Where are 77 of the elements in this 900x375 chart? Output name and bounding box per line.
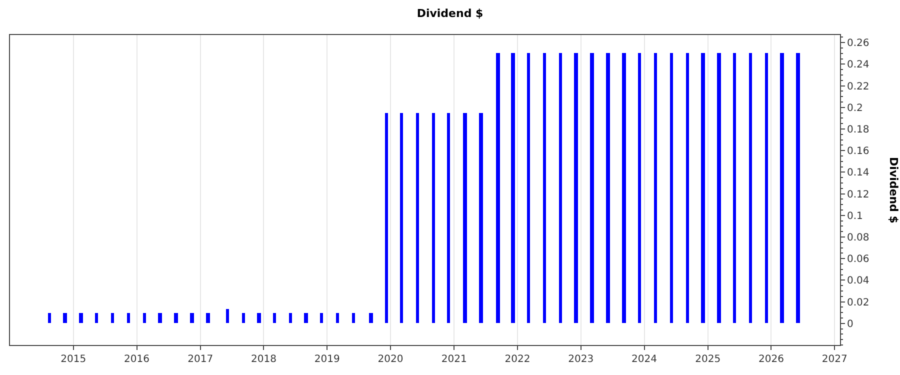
bar bbox=[590, 53, 594, 323]
bar bbox=[432, 113, 435, 323]
y-tick-label: 0.16 bbox=[847, 146, 870, 158]
bar bbox=[686, 53, 689, 323]
y-tick-label: 0.06 bbox=[847, 254, 870, 266]
bar bbox=[463, 113, 467, 323]
bar bbox=[733, 53, 736, 323]
bar bbox=[701, 53, 705, 323]
bar bbox=[143, 313, 146, 323]
bar bbox=[304, 313, 308, 323]
bar bbox=[543, 53, 546, 323]
bar bbox=[174, 313, 178, 323]
bar bbox=[320, 313, 323, 323]
x-tick-label: 2018 bbox=[251, 354, 276, 365]
bar bbox=[190, 313, 194, 323]
bar bbox=[527, 53, 530, 323]
x-tick-label: 2021 bbox=[441, 354, 467, 365]
bar bbox=[654, 53, 657, 323]
bar bbox=[48, 313, 51, 323]
y-tick-label: 0.26 bbox=[847, 38, 870, 50]
bar bbox=[336, 313, 339, 323]
bar bbox=[400, 113, 403, 323]
x-tick-label: 2025 bbox=[695, 354, 721, 365]
x-tick-label: 2019 bbox=[314, 354, 340, 365]
y-tick-label: 0.12 bbox=[847, 189, 870, 200]
y-tick-label: 0.14 bbox=[847, 168, 870, 179]
bar bbox=[416, 113, 419, 323]
bar bbox=[496, 53, 500, 323]
bar bbox=[289, 313, 292, 323]
bar bbox=[638, 53, 641, 323]
bar bbox=[206, 313, 210, 323]
y-axis-title: Dividend $ bbox=[886, 157, 900, 224]
chart-title: Dividend $ bbox=[416, 7, 484, 20]
x-tick-label: 2027 bbox=[822, 354, 848, 365]
bar bbox=[95, 313, 98, 323]
bar bbox=[670, 53, 673, 323]
bar bbox=[479, 113, 483, 323]
bar bbox=[606, 53, 610, 323]
y-tick-label: 0.08 bbox=[847, 232, 870, 244]
bar bbox=[765, 53, 768, 323]
bar bbox=[226, 309, 229, 323]
y-tick-label: 0.1 bbox=[847, 210, 863, 222]
y-tick-label: 0.22 bbox=[847, 81, 870, 92]
y-tick-label: 0 bbox=[847, 318, 854, 330]
bar bbox=[511, 53, 515, 323]
bar bbox=[447, 113, 450, 323]
y-tick-label: 0.18 bbox=[847, 124, 870, 136]
x-tick-label: 2015 bbox=[60, 354, 86, 365]
bar bbox=[158, 313, 162, 323]
bar bbox=[79, 313, 83, 323]
x-tick-label: 2023 bbox=[568, 354, 594, 365]
bar bbox=[796, 53, 800, 323]
y-tick-label: 0.2 bbox=[847, 102, 863, 114]
bar bbox=[385, 113, 388, 323]
x-tick-label: 2020 bbox=[378, 354, 404, 365]
x-tick-label: 2026 bbox=[758, 354, 784, 365]
y-tick-label: 0.24 bbox=[847, 60, 870, 71]
y-tick-label: 0.04 bbox=[847, 276, 870, 287]
bar bbox=[273, 313, 276, 323]
bar bbox=[749, 53, 752, 323]
bar bbox=[242, 313, 245, 323]
bar bbox=[63, 313, 67, 323]
bar bbox=[574, 53, 578, 323]
bar bbox=[127, 313, 130, 323]
bar bbox=[111, 313, 114, 323]
y-tick-label: 0.02 bbox=[847, 297, 870, 308]
bar bbox=[352, 313, 355, 323]
x-tick-label: 2016 bbox=[124, 354, 150, 365]
x-tick-label: 2017 bbox=[188, 354, 214, 365]
bar bbox=[717, 53, 721, 323]
bar bbox=[257, 313, 261, 323]
bar bbox=[559, 53, 562, 323]
bar bbox=[622, 53, 626, 323]
x-tick-label: 2024 bbox=[632, 354, 657, 365]
x-tick-label: 2022 bbox=[504, 354, 530, 365]
bar bbox=[369, 313, 373, 323]
bar bbox=[780, 53, 784, 323]
